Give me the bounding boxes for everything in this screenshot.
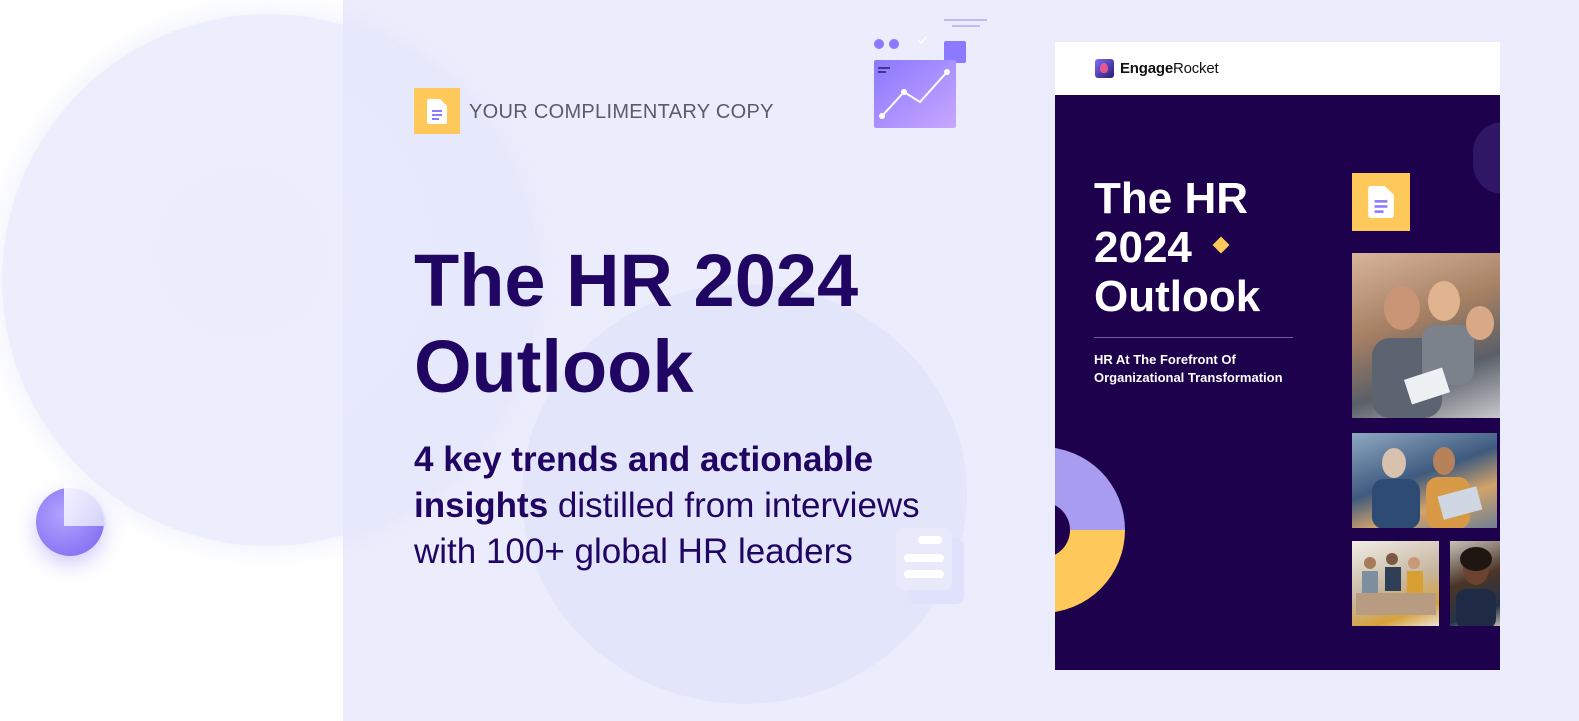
report-header: EngageRocket xyxy=(1055,42,1500,95)
complimentary-copy-label: YOUR COMPLIMENTARY COPY xyxy=(469,101,774,123)
page-title: The HR 2024 Outlook xyxy=(414,238,1014,410)
cover-side-shape xyxy=(1473,122,1500,194)
line-chart-decoration-icon xyxy=(874,19,987,128)
report-title-line-3: Outlook xyxy=(1094,272,1261,321)
document-badge-icon xyxy=(414,88,460,134)
photo-smiling-woman xyxy=(1450,541,1500,626)
photo-team-reviewing-document xyxy=(1352,253,1500,418)
half-ring-decoration xyxy=(1055,448,1125,612)
report-subtitle-line-2: Organizational Transformation xyxy=(1094,370,1283,385)
subtitle-highlight: 4 key trends and actionable insights xyxy=(414,440,874,525)
report-subtitle-line-1: HR At The Forefront Of xyxy=(1094,352,1236,367)
brand-logo-text: EngageRocket xyxy=(1120,60,1219,77)
subtitle-rest: distilled from interviews with 100+ glob… xyxy=(414,486,920,571)
list-decoration-icon xyxy=(896,528,964,604)
report-divider xyxy=(1094,337,1293,338)
page-title-line-2: Outlook xyxy=(414,325,694,408)
pie-slice-decoration xyxy=(64,484,106,526)
background-circle-center xyxy=(522,284,967,704)
report-cover: EngageRocket The HR 2024 Outlook HR At T… xyxy=(1055,42,1500,670)
page-title-line-1: The HR 2024 xyxy=(414,239,859,322)
report-subtitle: HR At The Forefront Of Organizational Tr… xyxy=(1094,351,1314,387)
page-subtitle: 4 key trends and actionable insights dis… xyxy=(414,437,974,575)
rocket-logo-icon xyxy=(1095,59,1114,78)
brand-logo-bold: Engage xyxy=(1120,60,1173,77)
photo-meeting-table xyxy=(1352,541,1439,626)
report-title: The HR 2024 Outlook xyxy=(1094,174,1314,321)
report-document-icon xyxy=(1352,173,1410,231)
photo-colleagues-with-laptop xyxy=(1352,433,1497,528)
report-title-line-2: 2024 xyxy=(1094,223,1192,272)
report-title-line-1: The HR xyxy=(1094,174,1248,223)
brand-logo-rest: Rocket xyxy=(1172,60,1219,77)
